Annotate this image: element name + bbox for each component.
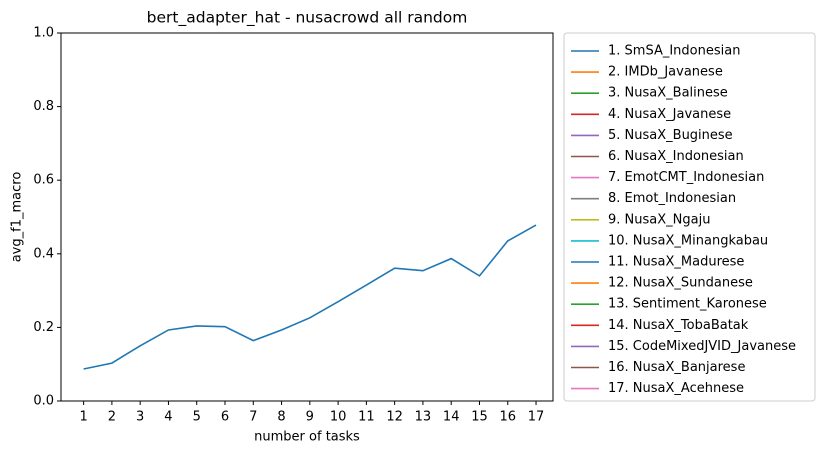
x-tick-label: 16 bbox=[499, 410, 516, 425]
legend-label: 11. NusaX_Madurese bbox=[608, 255, 744, 270]
y-tick-label: 1.0 bbox=[33, 26, 54, 41]
data-line bbox=[83, 224, 537, 370]
x-tick-label: 14 bbox=[443, 410, 460, 425]
legend-label: 9. NusaX_Ngaju bbox=[608, 212, 710, 227]
legend-label: 1. SmSA_Indonesian bbox=[608, 44, 740, 59]
x-tick-label: 1 bbox=[79, 410, 87, 425]
x-tick-label: 6 bbox=[221, 410, 229, 425]
legend-label: 12. NusaX_Sundanese bbox=[608, 276, 753, 291]
x-tick-label: 11 bbox=[358, 410, 375, 425]
legend-label: 5. NusaX_Buginese bbox=[608, 128, 733, 143]
legend-label: 4. NusaX_Javanese bbox=[608, 107, 731, 122]
legend-label: 14. NusaX_TobaBatak bbox=[608, 318, 749, 333]
legend-label: 2. IMDb_Javanese bbox=[608, 65, 723, 80]
x-tick-label: 7 bbox=[249, 410, 257, 425]
x-tick-label: 3 bbox=[136, 410, 144, 425]
y-tick-label: 0.0 bbox=[33, 394, 54, 409]
x-tick-label: 17 bbox=[528, 410, 545, 425]
legend-label: 6. NusaX_Indonesian bbox=[608, 149, 744, 164]
y-tick-label: 0.4 bbox=[33, 246, 54, 261]
legend-label: 17. NusaX_Acehnese bbox=[608, 381, 744, 396]
legend-label: 3. NusaX_Balinese bbox=[608, 86, 728, 101]
x-tick-label: 8 bbox=[277, 410, 285, 425]
x-tick-label: 9 bbox=[306, 410, 314, 425]
x-tick-label: 15 bbox=[471, 410, 488, 425]
y-tick-label: 0.2 bbox=[33, 320, 54, 335]
x-tick-label: 13 bbox=[415, 410, 432, 425]
x-tick-label: 4 bbox=[164, 410, 172, 425]
legend-label: 13. Sentiment_Karonese bbox=[608, 297, 767, 312]
y-tick-label: 0.6 bbox=[33, 173, 54, 188]
x-tick-label: 5 bbox=[193, 410, 201, 425]
x-tick-label: 2 bbox=[108, 410, 116, 425]
x-tick-label: 10 bbox=[330, 410, 347, 425]
legend-label: 8. Emot_Indonesian bbox=[608, 191, 736, 206]
legend-label: 7. EmotCMT_Indonesian bbox=[608, 170, 764, 185]
y-tick-label: 0.8 bbox=[33, 99, 54, 114]
legend-box bbox=[563, 32, 816, 402]
plot-frame bbox=[60, 32, 554, 402]
legend-label: 16. NusaX_Banjarese bbox=[608, 360, 745, 375]
legend-label: 15. CodeMixedJVID_Javanese bbox=[608, 339, 796, 354]
legend-label: 10. NusaX_Minangkabau bbox=[608, 233, 768, 248]
chart-title: bert_adapter_hat - nusacrowd all random bbox=[147, 9, 468, 28]
x-tick-label: 12 bbox=[386, 410, 403, 425]
x-axis-label: number of tasks bbox=[254, 430, 360, 445]
y-axis-label: avg_f1_macro bbox=[10, 172, 25, 263]
